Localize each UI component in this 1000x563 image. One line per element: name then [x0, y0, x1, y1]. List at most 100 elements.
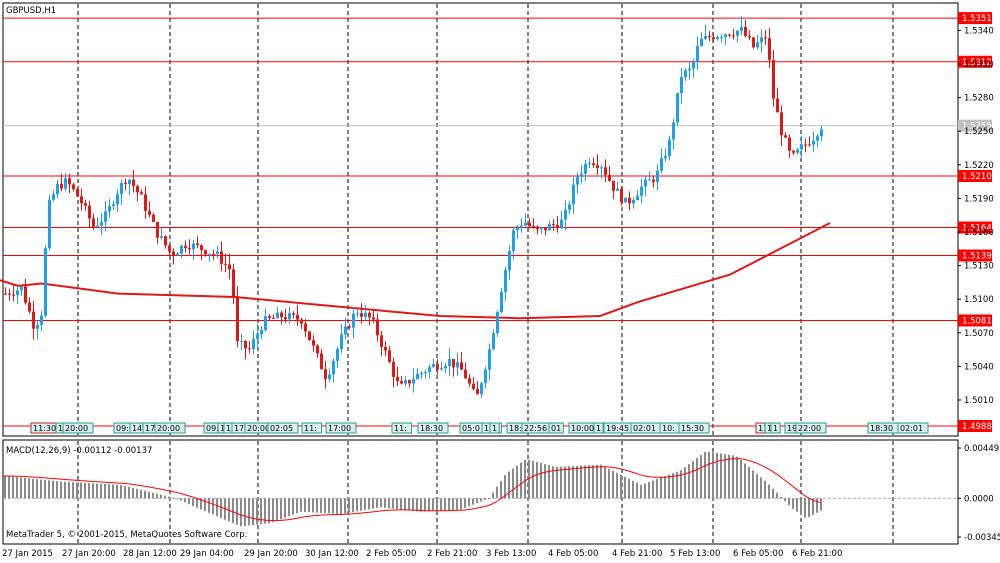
- macd-bar: [788, 498, 790, 506]
- event-marker-label: 1: [492, 424, 497, 433]
- macd-bar: [668, 474, 670, 499]
- macd-bar: [320, 498, 322, 513]
- macd-bar: [784, 498, 786, 502]
- macd-bar: [704, 452, 706, 499]
- candle-bull: [576, 176, 579, 185]
- level-label-bg: [958, 314, 992, 327]
- macd-bar: [132, 487, 134, 499]
- event-marker-label: 20:00: [65, 424, 88, 433]
- macd-bar: [432, 498, 434, 512]
- macd-bar: [664, 476, 666, 499]
- event-marker-label: 02:01: [900, 424, 923, 433]
- candle-bull: [432, 364, 435, 367]
- macd-bar: [492, 492, 494, 499]
- macd-bar: [544, 464, 546, 499]
- macd-bar: [392, 498, 394, 509]
- macd-bar: [624, 476, 626, 499]
- price-pane[interactable]: [2, 2, 959, 437]
- candle-bear: [348, 326, 351, 328]
- candle-bull: [96, 225, 99, 227]
- candle-bull: [208, 253, 211, 255]
- current-price-label: 1.5255: [962, 122, 992, 132]
- event-marker-label: 17: [145, 424, 155, 433]
- candle-bear: [652, 179, 655, 182]
- candle-bull: [516, 227, 519, 231]
- candle-bull: [508, 251, 511, 271]
- ma-polyline: [0, 222, 831, 320]
- macd-bar: [540, 463, 542, 499]
- candle-bear: [764, 37, 767, 39]
- macd-bar: [72, 482, 74, 499]
- macd-bar: [48, 480, 50, 499]
- candle-bear: [320, 353, 323, 370]
- candle-bear: [536, 226, 539, 230]
- macd-bar: [716, 452, 718, 499]
- event-marker-label: 17:00: [328, 424, 351, 433]
- macd-bar: [744, 463, 746, 499]
- time-axis: 27 Jan 2015 27 Jan 20:00 28 Jan 12:00 29 Ja…: [2, 549, 842, 559]
- macd-bar: [552, 466, 554, 499]
- candle-bear: [472, 383, 475, 390]
- candle-bull: [716, 37, 719, 40]
- candle-bull: [616, 188, 619, 191]
- time-axis-label: 2 Feb 05:00: [366, 549, 416, 559]
- candle-bull: [448, 359, 451, 367]
- candle-bear: [396, 376, 399, 382]
- candle-bull: [524, 222, 527, 226]
- indicator-pane[interactable]: [2, 439, 959, 545]
- candle-bull: [416, 373, 419, 380]
- macd-bar: [612, 470, 614, 499]
- macd-bar: [696, 458, 698, 499]
- macd-bar: [536, 461, 538, 499]
- macd-bar: [592, 465, 594, 499]
- candle-bull: [52, 194, 55, 200]
- moving-average-line: [0, 222, 831, 320]
- event-marker-label: 14: [132, 424, 142, 433]
- candle-bear: [60, 183, 63, 189]
- event-marker-label: 22:56: [524, 424, 547, 433]
- macd-bar: [816, 498, 818, 513]
- candle-bull: [640, 186, 643, 196]
- candle-bear: [808, 144, 811, 146]
- candle-bear: [220, 251, 223, 264]
- macd-bar: [652, 480, 654, 499]
- candle-bear: [80, 196, 83, 204]
- macd-bar: [708, 451, 710, 499]
- candle-bull: [540, 227, 543, 230]
- candle-bull: [564, 209, 567, 220]
- macd-bar: [100, 483, 102, 499]
- macd-bar: [236, 498, 238, 525]
- candle-bear: [136, 186, 139, 193]
- candle-bull: [428, 366, 431, 373]
- candle-bull: [20, 286, 23, 291]
- candle-bull: [40, 315, 43, 325]
- macd-bar: [112, 484, 114, 499]
- candle-bull: [328, 374, 331, 380]
- macd-bar: [360, 498, 362, 511]
- time-axis-label: 30 Jan 12:00: [305, 549, 359, 559]
- macd-bar: [252, 498, 254, 526]
- macd-bar: [464, 498, 466, 508]
- event-marker: [325, 422, 357, 434]
- macd-bar: [564, 466, 566, 499]
- price-tick-label: 1.5280: [964, 94, 994, 104]
- candle-bull: [700, 38, 703, 47]
- candle-bull: [572, 184, 575, 205]
- candle-bear: [476, 389, 479, 395]
- candle-bull: [560, 219, 563, 229]
- macd-tick-label: 0.0000: [964, 494, 994, 504]
- candle-bear: [384, 347, 387, 351]
- candle-bear: [84, 203, 87, 206]
- candle-bear: [308, 331, 311, 341]
- candle-bull: [796, 149, 799, 153]
- price-tick-label: 1.5190: [964, 194, 994, 204]
- candle-bull: [420, 372, 423, 374]
- macd-bar: [604, 466, 606, 499]
- macd-bar: [740, 460, 742, 499]
- event-marker: [391, 422, 413, 434]
- candle-bear: [628, 197, 631, 204]
- macd-bar: [676, 471, 678, 499]
- candle-bull: [424, 372, 427, 374]
- event-marker-label: 11:: [304, 424, 317, 433]
